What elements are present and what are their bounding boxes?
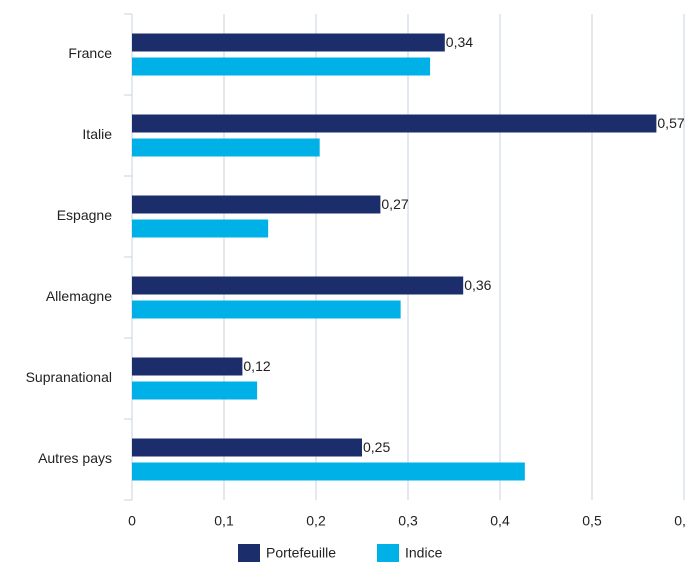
legend-swatch <box>238 544 260 562</box>
y-tick-label: Italie <box>82 126 112 142</box>
legend-label: Portefeuille <box>266 545 336 561</box>
x-tick-label: 0,5 <box>582 513 602 529</box>
x-tick-label: 0,6 <box>674 513 686 529</box>
bar <box>132 438 362 457</box>
x-tick-label: 0,2 <box>306 513 326 529</box>
y-tick-label: France <box>68 45 112 61</box>
data-label: 0,36 <box>464 277 491 293</box>
bar <box>132 300 401 319</box>
bar <box>132 276 464 295</box>
y-tick-label: Espagne <box>57 207 112 223</box>
bar <box>132 195 381 214</box>
data-label: 0,25 <box>363 439 390 455</box>
y-tick-label: Allemagne <box>46 288 112 304</box>
bar <box>132 33 445 52</box>
legend-swatch <box>377 544 399 562</box>
x-tick-label: 0,3 <box>398 513 418 529</box>
data-label: 0,12 <box>243 358 270 374</box>
bar <box>132 357 243 376</box>
x-tick-label: 0,1 <box>214 513 234 529</box>
bar <box>132 114 657 133</box>
bar <box>132 138 320 157</box>
legend-label: Indice <box>405 545 443 561</box>
data-label: 0,34 <box>446 34 473 50</box>
data-label: 0,57 <box>657 115 684 131</box>
x-tick-label: 0 <box>128 513 136 529</box>
data-label: 0,27 <box>381 196 408 212</box>
y-tick-label: Autres pays <box>38 450 112 466</box>
x-tick-label: 0,4 <box>490 513 510 529</box>
bar <box>132 57 431 76</box>
bar <box>132 219 269 238</box>
y-tick-label: Supranational <box>26 369 112 385</box>
bar <box>132 462 525 481</box>
bar <box>132 381 258 400</box>
